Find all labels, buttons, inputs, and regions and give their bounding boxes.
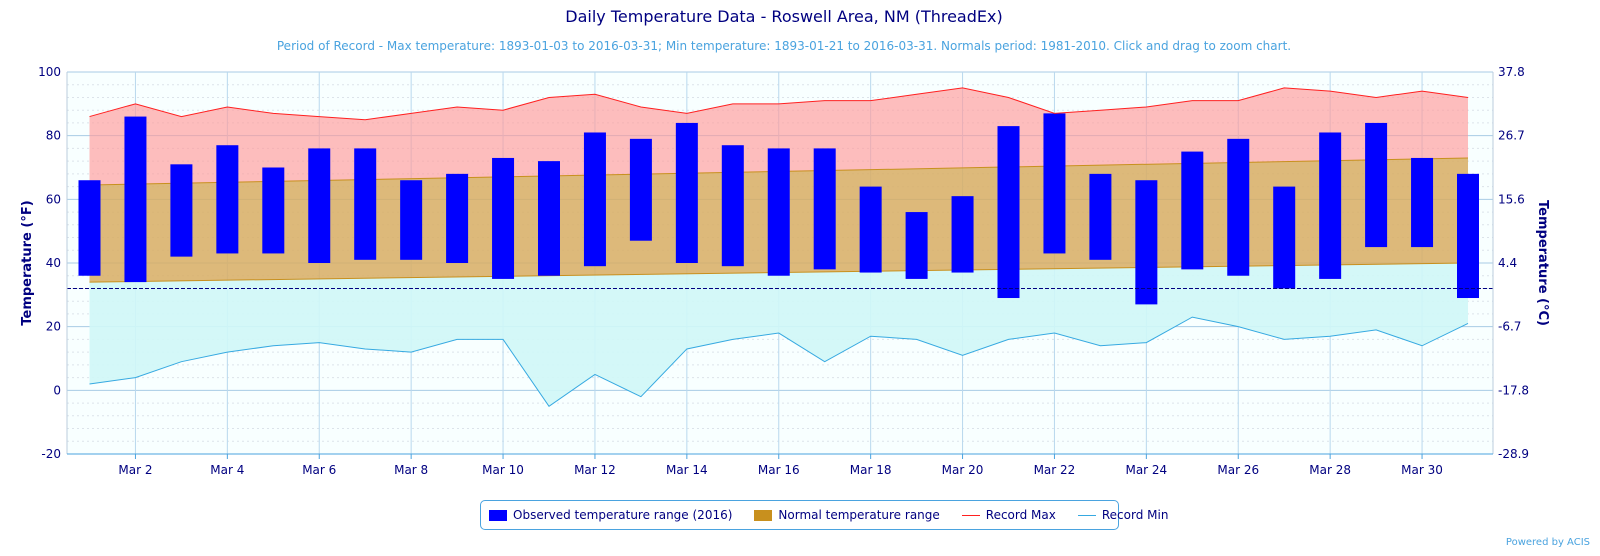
record-max-line — [89, 87, 1469, 121]
y-axis-title-right: Temperature (°C) — [1535, 200, 1550, 326]
x-tick-label: Mar 22 — [1034, 463, 1076, 477]
legend-item-normal[interactable]: Normal temperature range — [754, 508, 940, 522]
observed-bar[interactable] — [951, 196, 974, 273]
y-tick-label-right: 37.8 — [1498, 65, 1525, 79]
observed-bar[interactable] — [124, 116, 147, 283]
axes: -20 -28.9 0 -17.8 20 -6.7 40 4.4 60 15.6 80 26.7 100… — [38, 65, 1529, 477]
observed-bar[interactable] — [813, 148, 836, 270]
observed-bar[interactable] — [308, 148, 331, 263]
y-tick-label-left: 40 — [46, 256, 61, 270]
legend-label-normal: Normal temperature range — [778, 508, 940, 522]
record-lines — [67, 87, 1493, 407]
observed-bar[interactable] — [905, 212, 928, 279]
record-max-area — [89, 87, 1468, 186]
legend-swatch-normal — [754, 509, 773, 521]
chart-subtitle: Period of Record - Max temperature: 1893… — [277, 39, 1291, 53]
observed-bar[interactable] — [400, 180, 423, 260]
observed-bar[interactable] — [1273, 186, 1296, 289]
y-tick-label-left: 20 — [46, 320, 61, 334]
chart-legend: Observed temperature range (2016) Normal… — [480, 500, 1168, 530]
observed-bar[interactable] — [1043, 113, 1066, 254]
x-tick-label: Mar 18 — [850, 463, 892, 477]
observed-bar[interactable] — [583, 132, 606, 267]
observed-bar[interactable] — [1089, 173, 1112, 260]
x-tick-label: Mar 24 — [1125, 463, 1167, 477]
y-tick-label-right: 26.7 — [1498, 129, 1525, 143]
observed-bar[interactable] — [492, 157, 515, 279]
x-tick-label: Mar 8 — [394, 463, 428, 477]
observed-bar[interactable] — [997, 126, 1020, 299]
observed-bar[interactable] — [78, 180, 101, 276]
y-tick-label-right: 4.4 — [1498, 256, 1517, 270]
legend-swatch-observed — [489, 509, 507, 521]
observed-bar[interactable] — [1319, 132, 1342, 279]
record-min-area — [89, 263, 1468, 407]
legend-swatch-record-max — [961, 514, 980, 516]
y-tick-label-right: 15.6 — [1498, 192, 1525, 206]
y-tick-label-right: -17.8 — [1498, 383, 1529, 397]
x-tick-label: Mar 26 — [1217, 463, 1259, 477]
legend-label-record-min: Record Min — [1101, 508, 1169, 522]
observed-bar[interactable] — [1227, 138, 1250, 276]
observed-bar[interactable] — [170, 164, 193, 257]
legend-label-record-max: Record Max — [985, 508, 1056, 522]
x-tick-label: Mar 16 — [758, 463, 800, 477]
legend-item-record-max[interactable]: Record Max — [961, 508, 1056, 522]
x-tick-label: Mar 4 — [210, 463, 244, 477]
chart-title: Daily Temperature Data - Roswell Area, N… — [565, 7, 1002, 26]
acis-credit-link[interactable]: Powered by ACIS — [1505, 537, 1590, 548]
x-tick-label: Mar 6 — [302, 463, 336, 477]
observed-bar[interactable] — [216, 145, 239, 254]
observed-bar[interactable] — [675, 122, 698, 263]
record-min-line — [89, 316, 1469, 407]
x-tick-label: Mar 20 — [942, 463, 984, 477]
observed-bar[interactable] — [629, 138, 652, 241]
y-tick-label-left: 0 — [53, 383, 61, 397]
observed-bar[interactable] — [538, 161, 560, 276]
observed-bar[interactable] — [1457, 173, 1479, 299]
legend-swatch-record-min — [1077, 514, 1096, 516]
legend-item-observed[interactable]: Observed temperature range (2016) — [489, 508, 732, 522]
observed-bar[interactable] — [354, 148, 377, 260]
x-tick-label: Mar 12 — [574, 463, 616, 477]
observed-bar[interactable] — [1365, 122, 1388, 248]
x-tick-label: Mar 28 — [1309, 463, 1351, 477]
y-tick-label-left: 60 — [46, 192, 61, 206]
observed-bar[interactable] — [446, 173, 469, 263]
x-tick-label: Mar 2 — [118, 463, 152, 477]
x-tick-label: Mar 30 — [1401, 463, 1443, 477]
y-tick-label-right: -6.7 — [1498, 320, 1521, 334]
observed-bar[interactable] — [1181, 151, 1204, 270]
x-tick-label: Mar 14 — [666, 463, 708, 477]
observed-bar[interactable] — [767, 148, 790, 276]
legend-item-record-min[interactable]: Record Min — [1077, 508, 1169, 522]
observed-bar[interactable] — [1135, 180, 1158, 305]
x-tick-label: Mar 10 — [482, 463, 524, 477]
y-tick-label-left: 80 — [46, 129, 61, 143]
y-tick-label-left: 100 — [38, 65, 61, 79]
observed-bar[interactable] — [1411, 157, 1434, 248]
y-axis-title-left: Temperature (°F) — [20, 200, 35, 325]
observed-bar[interactable] — [262, 167, 285, 254]
legend-label-observed: Observed temperature range (2016) — [513, 508, 733, 522]
observed-bar[interactable] — [721, 145, 744, 267]
observed-range-bars[interactable] — [78, 113, 1480, 305]
y-tick-label-right: -28.9 — [1498, 447, 1529, 461]
observed-bar[interactable] — [859, 186, 882, 273]
y-tick-label-left: -20 — [41, 447, 61, 461]
